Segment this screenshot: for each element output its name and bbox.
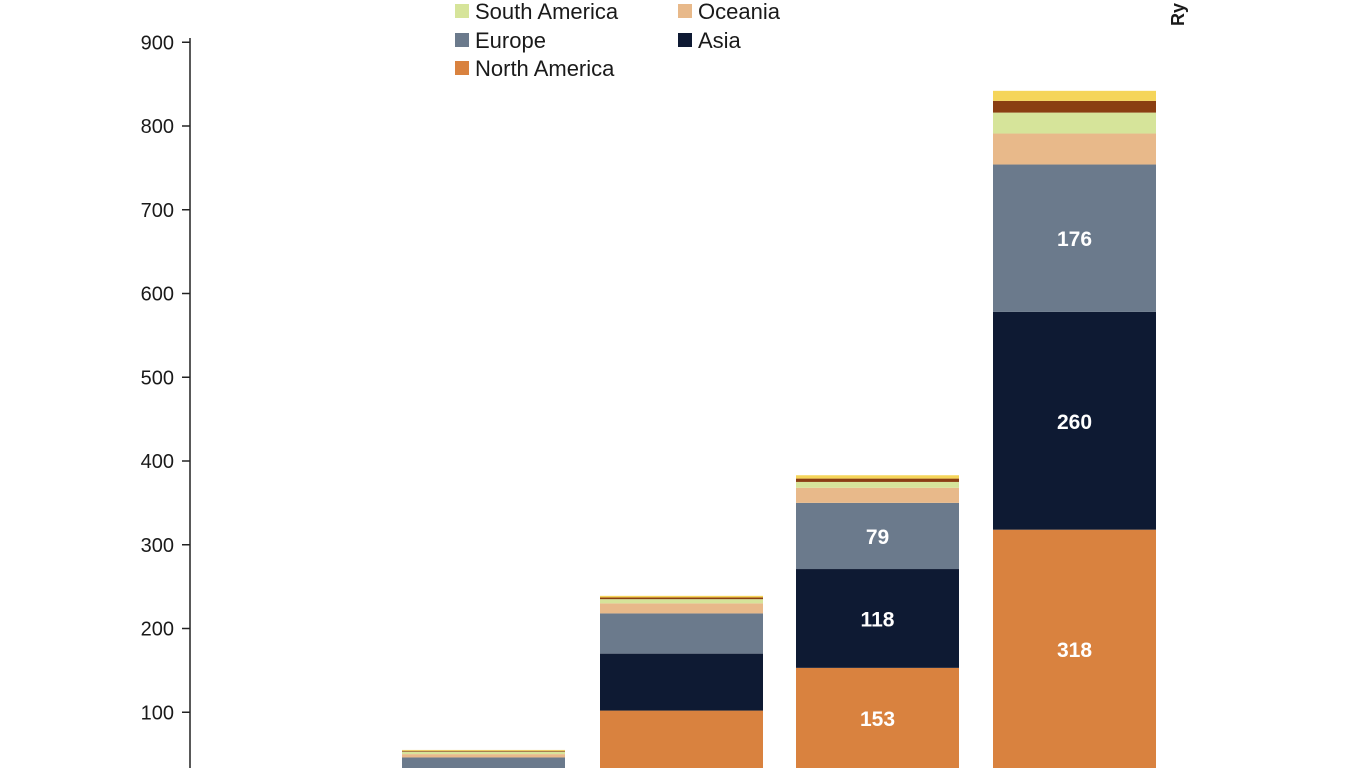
bar-segment: [600, 653, 763, 711]
bar-segment: [796, 502, 959, 570]
bar-segment: [402, 749, 565, 751]
legend-label: Asia: [698, 28, 742, 53]
data-label: 260: [1057, 411, 1092, 434]
bars: [402, 90, 1156, 773]
y-axis: 100 200 300 400 500 600 700 800 900: [141, 32, 191, 768]
bar-segment: [993, 311, 1156, 530]
bar-segment: [993, 164, 1156, 312]
data-label: 79: [866, 526, 889, 549]
y-tick-label: 200: [141, 619, 174, 641]
corner-text: Ry: [1168, 3, 1188, 26]
legend-label: Oceania: [698, 0, 781, 24]
legend-label: South America: [475, 0, 619, 24]
bar-segment: [402, 754, 565, 758]
legend-swatch: [678, 4, 692, 18]
legend-label: North America: [475, 56, 615, 81]
legend-swatch: [678, 33, 692, 47]
bar-segment: [600, 710, 763, 773]
bar-segment: [402, 751, 565, 755]
bar-segment: [993, 112, 1156, 134]
y-tick-label: 100: [141, 702, 174, 724]
bar-segment: [600, 595, 763, 598]
y-tick-label: 600: [141, 284, 174, 306]
bar-segment: [796, 569, 959, 668]
legend-swatch: [455, 4, 469, 18]
data-labels: 153 118 79 318 260 176: [860, 228, 1092, 731]
bar-segment: [600, 613, 763, 654]
legend: South America Oceania Europe Asia North Amer…: [455, 0, 781, 81]
bar-segment: [796, 667, 959, 773]
bar-segment: [600, 597, 763, 600]
bar-segment: [796, 481, 959, 488]
y-tick-label: 400: [141, 451, 174, 473]
bar-segment: [993, 133, 1156, 165]
legend-swatch: [455, 33, 469, 47]
y-tick-label: 500: [141, 367, 174, 389]
bar-segment: [402, 750, 565, 752]
legend-label: Europe: [475, 28, 546, 53]
bar-segment: [796, 475, 959, 479]
bar-segment: [796, 478, 959, 482]
data-label: 318: [1057, 639, 1092, 662]
y-tick-label: 700: [141, 200, 174, 222]
bar-segment: [796, 487, 959, 503]
bar-segment: [600, 599, 763, 604]
data-label: 118: [861, 608, 895, 631]
y-tick-label: 300: [141, 535, 174, 557]
bar-segment: [993, 529, 1156, 773]
bar-segment: [402, 757, 565, 771]
bar-segment: [993, 100, 1156, 113]
bar-segment: [993, 90, 1156, 101]
y-tick-label: 800: [141, 116, 174, 138]
bar-segment: [600, 603, 763, 614]
legend-swatch: [455, 61, 469, 75]
data-label: 153: [860, 708, 895, 731]
y-tick-label: 900: [141, 32, 174, 54]
data-label: 176: [1057, 228, 1092, 251]
